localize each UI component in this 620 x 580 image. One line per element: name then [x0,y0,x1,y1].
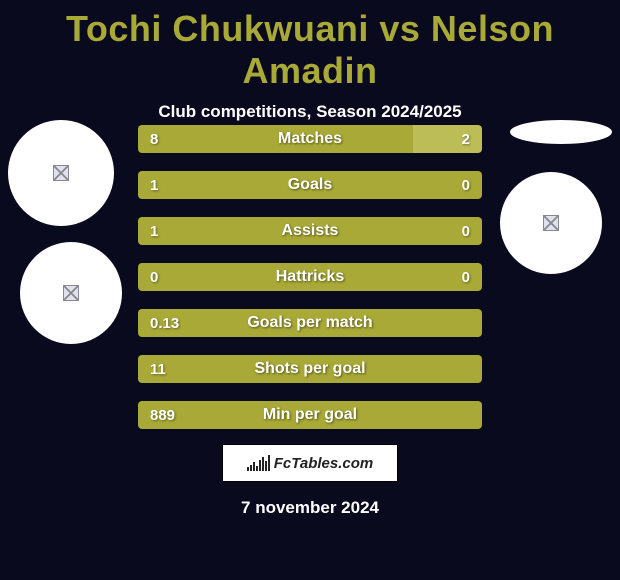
page-subtitle: Club competitions, Season 2024/2025 [0,102,620,122]
avatar-club-right [500,172,602,274]
stat-value-right: 0 [462,269,482,286]
logo-text: FcTables.com [274,455,373,472]
fctables-logo: FcTables.com [222,444,398,482]
player-right-avatars [510,120,612,274]
stat-bar-left [138,171,482,199]
stat-row: 10Assists [138,217,482,245]
generation-date: 7 november 2024 [0,498,620,518]
stat-row: 10Goals [138,171,482,199]
stat-bar-left [138,263,482,291]
avatar-player-right [510,120,612,144]
stat-bar-left [138,217,482,245]
stat-value-left: 889 [138,407,175,424]
stat-row: 11Shots per goal [138,355,482,383]
avatar-club-left [20,242,122,344]
broken-image-icon [53,165,69,181]
stat-value-right: 0 [462,177,482,194]
stat-row: 889Min per goal [138,401,482,429]
stat-value-left: 11 [138,361,166,378]
stats-container: 82Matches10Goals10Assists00Hattricks0.13… [138,125,482,447]
stat-value-left: 0 [138,269,158,286]
stat-row: 0.13Goals per match [138,309,482,337]
stat-bar-left [138,401,482,429]
stat-value-right: 2 [462,131,482,148]
stat-row: 82Matches [138,125,482,153]
avatar-player-left [8,120,114,226]
stat-bar-left [138,355,482,383]
logo-bars-icon [247,455,270,471]
page-title: Tochi Chukwuani vs Nelson Amadin [0,0,620,92]
stat-value-left: 8 [138,131,158,148]
stat-value-left: 1 [138,177,158,194]
stat-row: 00Hattricks [138,263,482,291]
broken-image-icon [543,215,559,231]
stat-bar-left [138,309,482,337]
broken-image-icon [63,285,79,301]
stat-bar-left [138,125,413,153]
stat-value-left: 0.13 [138,315,179,332]
stat-value-right: 0 [462,223,482,240]
player-left-avatars [8,120,122,344]
stat-value-left: 1 [138,223,158,240]
